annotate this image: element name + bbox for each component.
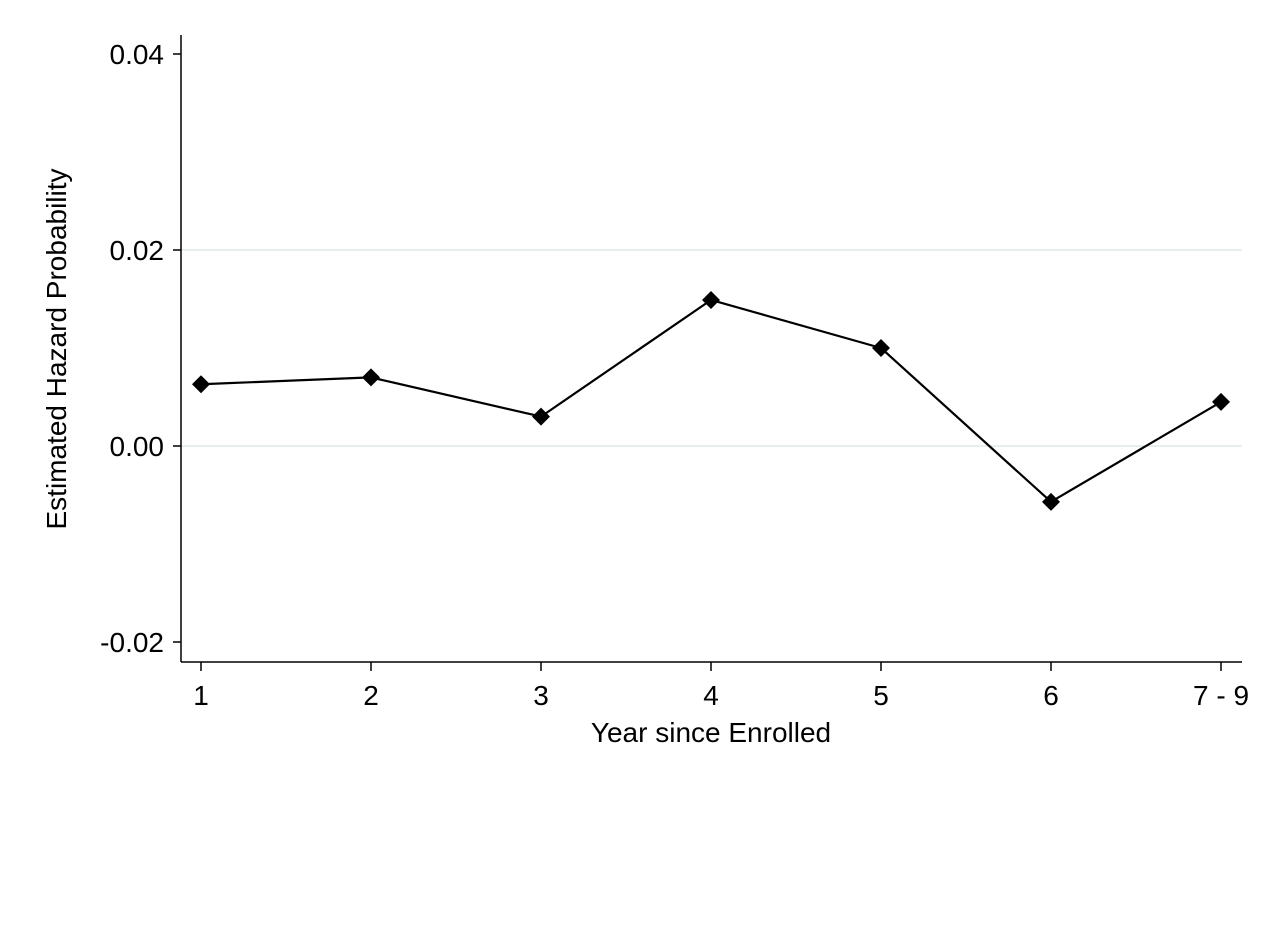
data-point-marker [1042,492,1060,511]
series-line [200,298,1222,503]
x-tick-label: 7 - 9 [1193,680,1249,711]
data-point-marker [362,368,380,387]
x-tick-label: 3 [533,680,549,711]
y-tick-label: -0.02 [100,627,164,658]
x-tick-label: 1 [193,680,209,711]
x-tick-label: 6 [1043,680,1059,711]
data-point-marker [872,339,890,357]
gridlines [181,249,1242,447]
x-axis-title: Year since Enrolled [591,717,831,748]
data-point-marker [192,375,210,394]
x-axis-ticks: 1 2 3 4 5 6 7 - 9 [193,662,1249,711]
x-tick-label: 4 [703,680,719,711]
data-point-marker [1212,392,1230,411]
y-tick-label: 0.00 [110,431,165,462]
y-tick-label: 0.04 [110,39,165,70]
data-point-marker [532,407,550,426]
series-markers [192,290,1230,511]
y-tick-label: 0.02 [110,235,165,266]
x-tick-label: 5 [873,680,889,711]
x-tick-label: 2 [363,680,379,711]
data-point-marker [702,290,720,309]
y-axis-title: Estimated Hazard Probability [41,168,72,529]
y-axis-ticks: -0.02 0.00 0.02 0.04 [100,39,181,658]
